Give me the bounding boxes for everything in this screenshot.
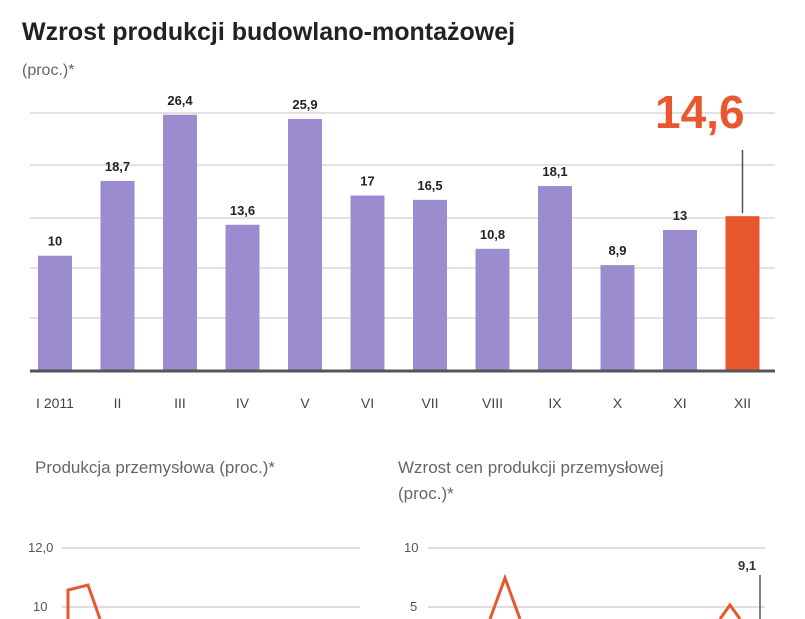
bar [350,195,385,370]
x-tick-label: II [114,395,122,411]
x-tick-label: IV [236,395,250,411]
bar [600,265,635,370]
bar [725,216,760,370]
data-label: 18,7 [105,159,130,174]
bar [100,180,135,370]
x-tick-label: XI [673,395,686,411]
bar [288,119,322,371]
series-line [488,573,522,619]
x-tick-label: V [300,395,310,411]
end-value-label: 9,1 [738,558,757,573]
data-label: 25,9 [292,97,317,112]
data-label: 10 [48,234,62,249]
x-tick-label: III [174,395,186,411]
y-unit-label: (proc.)* [22,62,75,79]
x-tick-label: VII [421,395,438,411]
data-label: 8,9 [608,243,626,258]
bar [538,186,572,370]
bar [225,224,260,370]
series-line [66,583,102,619]
ytick-label: 5 [410,599,418,614]
data-label: 17 [360,174,374,189]
data-label: 13,6 [230,203,255,218]
x-tick-label: VI [361,395,374,411]
ytick-label: 10 [33,599,48,614]
ytick-label: 12,0 [28,540,54,555]
x-tick-label: X [613,395,623,411]
data-label: 18,1 [542,164,567,179]
x-tick-label: IX [548,395,562,411]
x-tick-label: VIII [482,395,503,411]
bar [38,255,72,370]
bar [163,114,197,371]
subchart-title-prices: Wzrost cen produkcji przemysłowej (proc.… [398,458,664,503]
chart-title: Wzrost produkcji budowlano-montażowej [22,18,516,46]
bar [413,199,447,370]
highlight-value-label: 14,6 [655,86,745,138]
x-tick-label: XII [734,395,751,411]
subchart-title-production: Produkcja przemysłowa (proc.)* [35,458,275,477]
data-label: 26,4 [167,93,193,108]
ytick-label: 10 [404,540,419,555]
data-label: 10,8 [480,227,505,242]
bar [475,248,510,370]
data-label: 13 [673,208,687,223]
bar [663,229,697,370]
series-line [718,602,742,619]
x-tick-label: I 2011 [36,395,74,411]
data-label: 16,5 [417,178,442,193]
